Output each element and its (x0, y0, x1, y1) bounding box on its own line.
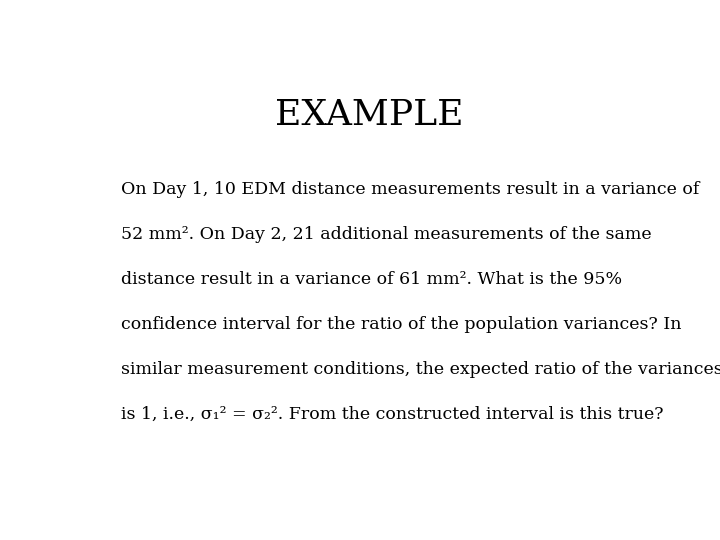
Text: EXAMPLE: EXAMPLE (275, 98, 463, 132)
Text: similar measurement conditions, the expected ratio of the variances: similar measurement conditions, the expe… (121, 361, 720, 378)
Text: 52 mm². On Day 2, 21 additional measurements of the same: 52 mm². On Day 2, 21 additional measurem… (121, 226, 652, 243)
Text: On Day 1, 10 EDM distance measurements result in a variance of: On Day 1, 10 EDM distance measurements r… (121, 181, 699, 198)
Text: confidence interval for the ratio of the population variances? In: confidence interval for the ratio of the… (121, 316, 681, 333)
Text: distance result in a variance of 61 mm². What is the 95%: distance result in a variance of 61 mm².… (121, 271, 622, 288)
Text: is 1, i.e., σ₁² = σ₂². From the constructed interval is this true?: is 1, i.e., σ₁² = σ₂². From the construc… (121, 406, 663, 423)
